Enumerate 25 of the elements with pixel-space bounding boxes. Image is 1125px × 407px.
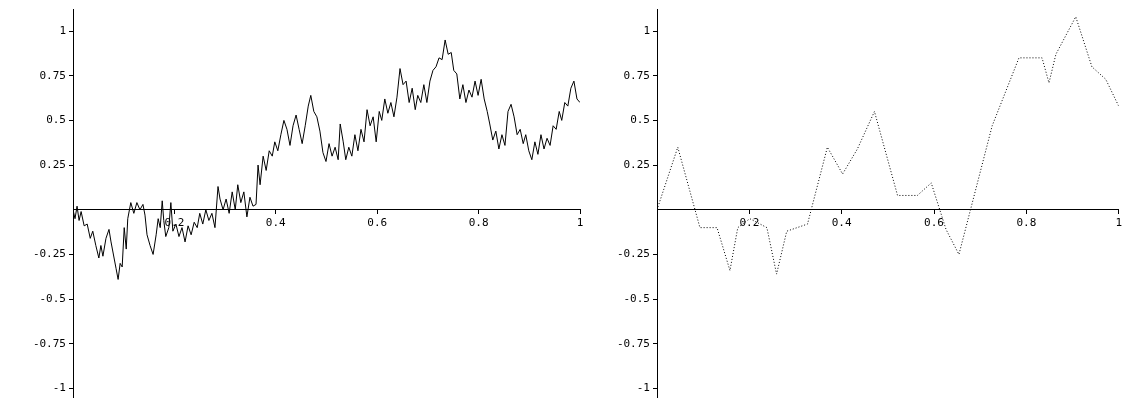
y-tick-label: 0.75 (623, 68, 650, 82)
x-tick-label: 0.4 (831, 216, 852, 230)
y-tick-label: -0.25 (32, 247, 66, 261)
y-tick-label: -0.5 (623, 291, 650, 305)
y-tick-label: 0.25 (623, 157, 650, 171)
y-tick-label: -0.75 (32, 336, 66, 350)
y-tick-label: -1 (52, 381, 66, 395)
y-tick-label: 0.5 (46, 113, 66, 127)
y-tick-label: 1 (643, 23, 650, 37)
y-tick-label: -0.75 (616, 336, 650, 350)
x-tick-label: 0.4 (265, 216, 287, 230)
y-tick-label: -0.5 (39, 291, 66, 305)
y-tick-label: 1 (59, 23, 66, 37)
y-tick-label: -0.25 (616, 247, 650, 261)
x-tick-label: 0.6 (924, 216, 944, 230)
y-tick-label: 0.75 (39, 68, 66, 82)
y-tick-label: -1 (636, 381, 650, 395)
x-tick-label: 0.8 (1016, 216, 1037, 230)
x-tick-label: 1 (1115, 216, 1122, 230)
x-tick-label: 0.2 (739, 216, 760, 230)
y-tick-label: 0.25 (39, 157, 66, 171)
x-tick-label: 1 (576, 216, 584, 230)
x-tick-label: 0.6 (367, 216, 388, 230)
x-tick-label: 0.8 (468, 216, 489, 230)
y-tick-label: 0.5 (630, 113, 650, 127)
